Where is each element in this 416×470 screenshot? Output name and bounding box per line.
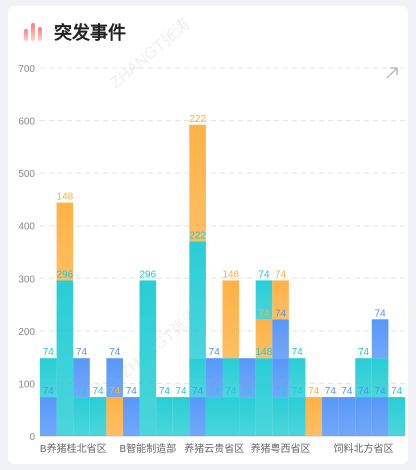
data-label: 74 xyxy=(242,386,254,397)
bar-segment xyxy=(272,397,289,436)
bar-segment xyxy=(222,358,240,398)
data-label: 74 xyxy=(375,308,387,319)
bar-chart-icon xyxy=(24,23,42,41)
data-label: 74 xyxy=(209,347,221,358)
data-label: 222 xyxy=(189,230,206,241)
bar-segment xyxy=(189,397,206,436)
bar-segment xyxy=(255,280,273,320)
x-tick-label: 养猪粤西省区 xyxy=(251,442,311,455)
data-label: 74 xyxy=(43,347,55,358)
bar-segment xyxy=(322,397,339,436)
bar-segment xyxy=(388,397,405,436)
data-label: 74 xyxy=(292,386,304,397)
bar-segment xyxy=(205,358,223,398)
bar-segment xyxy=(189,358,206,398)
bar-segment xyxy=(172,397,190,436)
data-label: 74 xyxy=(375,386,387,397)
data-label: 74 xyxy=(109,386,121,397)
bar-segment xyxy=(272,280,289,320)
bar-segment xyxy=(73,358,90,398)
y-tick-label: 300 xyxy=(18,274,35,285)
data-label: 296 xyxy=(139,269,156,280)
data-label: 148 xyxy=(222,269,239,280)
bar-segment xyxy=(239,358,256,398)
data-label: 148 xyxy=(57,192,74,203)
x-tick-label: 养猪云贵省区 xyxy=(184,442,244,455)
data-label: 74 xyxy=(76,347,88,358)
expand-icon xyxy=(386,67,398,79)
data-label: 148 xyxy=(256,347,273,358)
bar-segment xyxy=(122,397,140,436)
bar-segment xyxy=(73,397,90,436)
x-tick-label: B智能制造部 xyxy=(119,442,176,455)
bar-segment xyxy=(106,397,123,436)
data-label: 74 xyxy=(275,386,287,397)
data-label: 74 xyxy=(292,347,304,358)
bar-segment xyxy=(156,397,173,436)
y-tick-label: 700 xyxy=(18,64,35,75)
bar-segment xyxy=(355,358,372,398)
bar-segment xyxy=(288,397,306,436)
data-label: 74 xyxy=(126,386,138,397)
bar-segment xyxy=(288,358,306,398)
data-label: 74 xyxy=(76,386,88,397)
bar-segment xyxy=(222,280,240,359)
bar-segment xyxy=(40,358,57,398)
bar-segment xyxy=(189,124,206,242)
x-tick-label: 饲料北方省区 xyxy=(334,442,394,455)
page-title: 突发事件 xyxy=(54,23,126,44)
bar-segment xyxy=(272,319,289,359)
bar-segment xyxy=(255,319,273,359)
bar-segment xyxy=(371,319,389,359)
bar-segment xyxy=(239,397,256,436)
y-tick-label: 600 xyxy=(18,117,35,128)
y-tick-label: 400 xyxy=(18,222,35,233)
bar-segment xyxy=(222,397,240,436)
data-label: 74 xyxy=(93,386,105,397)
data-label: 74 xyxy=(391,386,403,397)
bar-segment xyxy=(106,358,123,398)
y-tick-label: 200 xyxy=(18,327,35,338)
data-label: 74 xyxy=(109,347,121,358)
data-label: 74 xyxy=(43,386,55,397)
bar-segment xyxy=(205,397,223,436)
data-label: 74 xyxy=(341,386,353,397)
data-label: 74 xyxy=(175,386,187,397)
data-label: 74 xyxy=(275,308,287,319)
data-label: 74 xyxy=(275,269,287,280)
bar-segment xyxy=(338,397,356,436)
bar-segment xyxy=(56,202,74,281)
data-label: 296 xyxy=(57,269,74,280)
bar-segment xyxy=(189,241,206,359)
data-label: 222 xyxy=(189,114,206,125)
y-tick-label: 500 xyxy=(18,169,35,180)
y-tick-label: 100 xyxy=(18,379,35,390)
bar-segment xyxy=(371,358,389,398)
data-label: 74 xyxy=(258,269,270,280)
bar-segment xyxy=(255,358,273,436)
bar-segment xyxy=(40,397,57,436)
bar-segment xyxy=(272,358,289,398)
data-label: 74 xyxy=(225,386,237,397)
data-label: 74 xyxy=(159,386,171,397)
data-label: 74 xyxy=(209,386,221,397)
x-tick-label: B养猪桂北省区 xyxy=(40,442,107,455)
y-tick-label: 0 xyxy=(29,432,35,443)
bar-segment xyxy=(56,280,74,436)
bar-segment xyxy=(89,397,107,436)
data-label: 74 xyxy=(308,386,320,397)
data-label: 74 xyxy=(192,386,204,397)
data-label: 74 xyxy=(358,386,370,397)
bar-segment xyxy=(139,280,157,436)
bar-segment xyxy=(355,397,372,436)
card-header: 突发事件 xyxy=(22,14,126,50)
data-label: 74 xyxy=(258,308,270,319)
data-label: 74 xyxy=(358,347,370,358)
bar-segment xyxy=(305,397,323,436)
data-label: 74 xyxy=(325,386,337,397)
bar-segment xyxy=(371,397,389,436)
